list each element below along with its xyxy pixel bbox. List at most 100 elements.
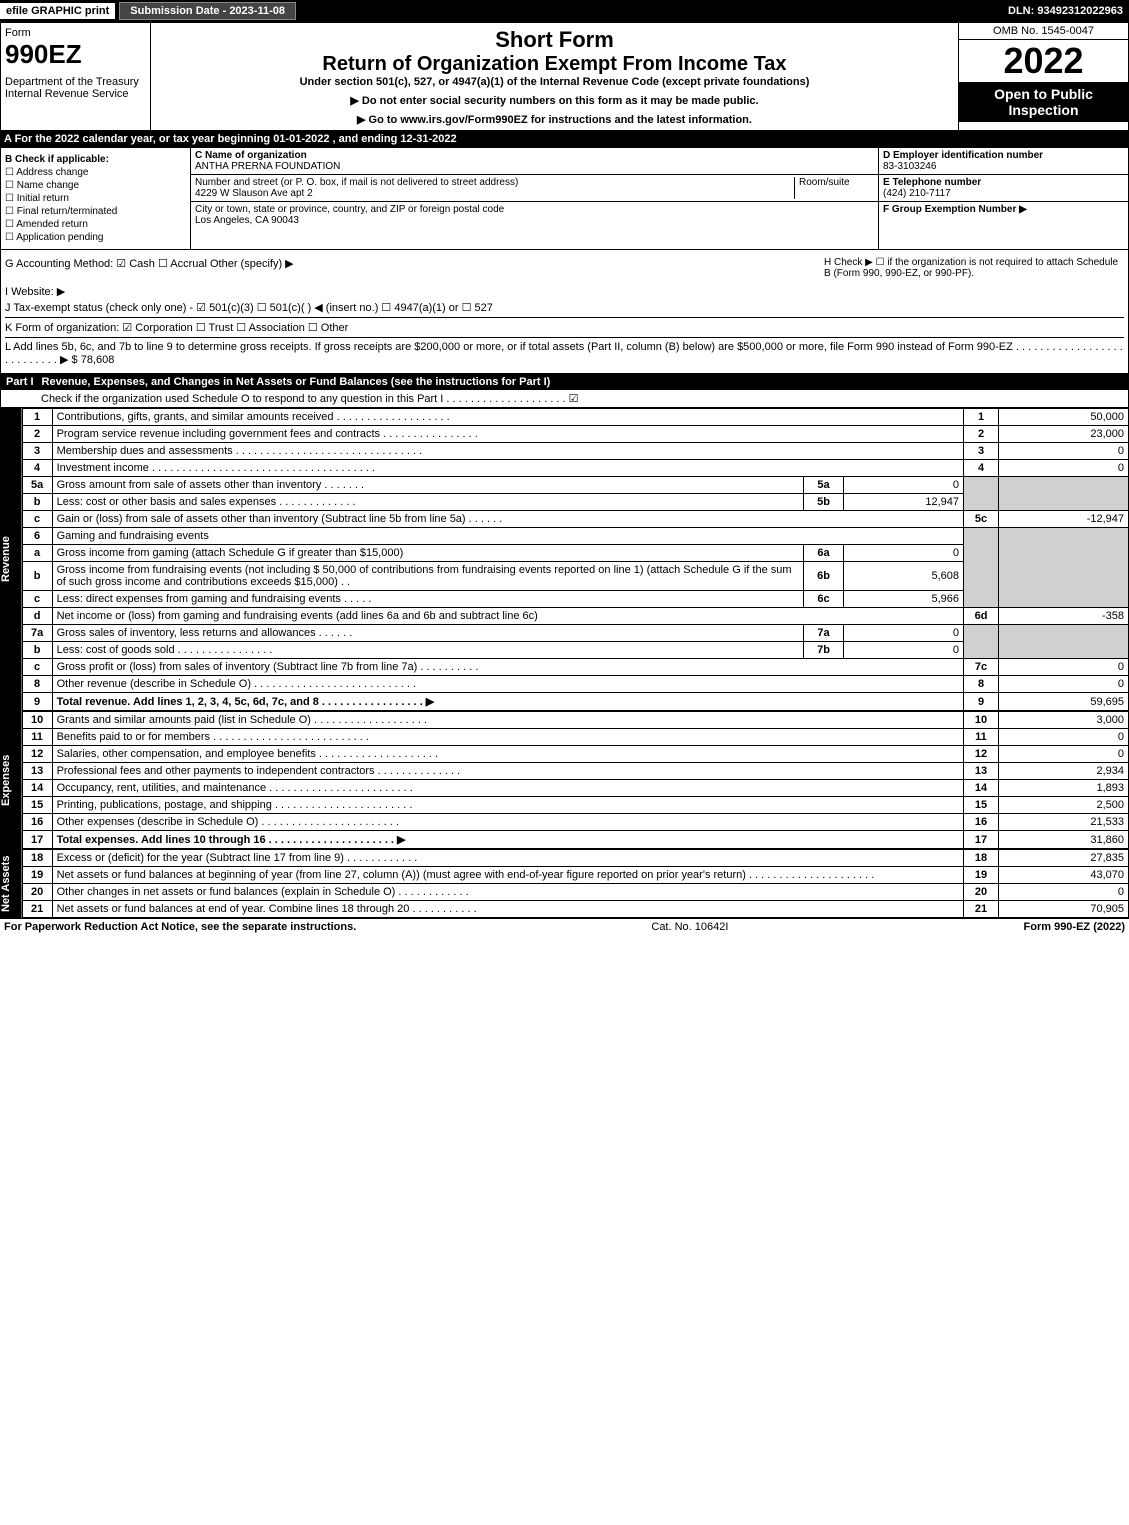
- row-18: 18Excess or (deficit) for the year (Subt…: [22, 850, 1128, 867]
- check-amended-return[interactable]: ☐ Amended return: [5, 219, 186, 230]
- line-g: G Accounting Method: ☑ Cash ☐ Accrual Ot…: [5, 257, 824, 279]
- b-label: B Check if applicable:: [5, 154, 186, 165]
- part-1-title: Revenue, Expenses, and Changes in Net As…: [42, 376, 551, 388]
- row-14: 14Occupancy, rent, utilities, and mainte…: [22, 780, 1128, 797]
- city-row: City or town, state or province, country…: [191, 202, 878, 228]
- form-subtitle: Under section 501(c), 527, or 4947(a)(1)…: [155, 76, 954, 88]
- check-application-pending[interactable]: ☐ Application pending: [5, 232, 186, 243]
- net-assets-table: 18Excess or (deficit) for the year (Subt…: [22, 849, 1129, 918]
- line-l: L Add lines 5b, 6c, and 7b to line 9 to …: [5, 337, 1124, 366]
- tax-year: 2022: [959, 40, 1128, 82]
- row-19: 19Net assets or fund balances at beginni…: [22, 867, 1128, 884]
- revenue-section: Revenue 1Contributions, gifts, grants, a…: [0, 408, 1129, 711]
- phone-value: (424) 210-7117: [883, 188, 1124, 199]
- row-5b: bLess: cost or other basis and sales exp…: [22, 494, 1128, 511]
- row-1: 1Contributions, gifts, grants, and simil…: [22, 409, 1128, 426]
- revenue-label: Revenue: [0, 408, 22, 711]
- info-grid: B Check if applicable: ☐ Address change …: [0, 147, 1129, 250]
- form-header: Form 990EZ Department of the Treasury In…: [0, 22, 1129, 131]
- f-label: F Group Exemption Number ▶: [883, 204, 1124, 215]
- row-7b: bLess: cost of goods sold . . . . . . . …: [22, 642, 1128, 659]
- row-4: 4Investment income . . . . . . . . . . .…: [22, 460, 1128, 477]
- row-6b: bGross income from fundraising events (n…: [22, 562, 1128, 591]
- revenue-table: 1Contributions, gifts, grants, and simil…: [22, 408, 1129, 711]
- part-1-sub: Check if the organization used Schedule …: [0, 390, 1129, 408]
- section-b: B Check if applicable: ☐ Address change …: [1, 148, 191, 249]
- addr-row: Number and street (or P. O. box, if mail…: [191, 175, 878, 202]
- org-name: ANTHA PRERNA FOUNDATION: [195, 161, 874, 172]
- net-assets-label: Net Assets: [0, 849, 22, 918]
- top-bar: efile GRAPHIC print Submission Date - 20…: [0, 0, 1129, 22]
- c-name-label: C Name of organization: [195, 150, 874, 161]
- row-8: 8Other revenue (describe in Schedule O) …: [22, 676, 1128, 693]
- part-1-label: Part I: [6, 376, 34, 388]
- row-13: 13Professional fees and other payments t…: [22, 763, 1128, 780]
- row-5c: cGain or (loss) from sale of assets othe…: [22, 511, 1128, 528]
- note-2[interactable]: ▶ Go to www.irs.gov/Form990EZ for instru…: [155, 113, 954, 126]
- org-name-row: C Name of organization ANTHA PRERNA FOUN…: [191, 148, 878, 175]
- row-20: 20Other changes in net assets or fund ba…: [22, 884, 1128, 901]
- form-label: Form: [5, 27, 146, 39]
- check-initial-return[interactable]: ☐ Initial return: [5, 193, 186, 204]
- section-c: C Name of organization ANTHA PRERNA FOUN…: [191, 148, 878, 249]
- group-exemption-row: F Group Exemption Number ▶: [879, 202, 1128, 217]
- omb-number: OMB No. 1545-0047: [959, 23, 1128, 40]
- row-6a: aGross income from gaming (attach Schedu…: [22, 545, 1128, 562]
- line-j: J Tax-exempt status (check only one) - ☑…: [5, 301, 1124, 314]
- line-h: H Check ▶ ☐ if the organization is not r…: [824, 257, 1124, 279]
- header-mid: Short Form Return of Organization Exempt…: [151, 23, 958, 130]
- dept-label: Department of the Treasury Internal Reve…: [5, 76, 146, 100]
- row-17: 17Total expenses. Add lines 10 through 1…: [22, 831, 1128, 849]
- d-label: D Employer identification number: [883, 150, 1124, 161]
- row-7c: cGross profit or (loss) from sales of in…: [22, 659, 1128, 676]
- row-2: 2Program service revenue including gover…: [22, 426, 1128, 443]
- part-1-header: Part I Revenue, Expenses, and Changes in…: [0, 374, 1129, 390]
- row-3: 3Membership dues and assessments . . . .…: [22, 443, 1128, 460]
- row-21: 21Net assets or fund balances at end of …: [22, 901, 1128, 918]
- row-6c: cLess: direct expenses from gaming and f…: [22, 591, 1128, 608]
- row-16: 16Other expenses (describe in Schedule O…: [22, 814, 1128, 831]
- header-right: OMB No. 1545-0047 2022 Open to Public In…: [958, 23, 1128, 130]
- form-title: Return of Organization Exempt From Incom…: [155, 53, 954, 76]
- row-12: 12Salaries, other compensation, and empl…: [22, 746, 1128, 763]
- header-left: Form 990EZ Department of the Treasury In…: [1, 23, 151, 130]
- footer-right: Form 990-EZ (2022): [1024, 921, 1125, 933]
- short-form-label: Short Form: [155, 27, 954, 53]
- row-10: 10Grants and similar amounts paid (list …: [22, 712, 1128, 729]
- row-15: 15Printing, publications, postage, and s…: [22, 797, 1128, 814]
- phone-row: E Telephone number (424) 210-7117: [879, 175, 1128, 202]
- city-label: City or town, state or province, country…: [195, 204, 874, 215]
- footer-left: For Paperwork Reduction Act Notice, see …: [4, 921, 356, 933]
- e-label: E Telephone number: [883, 177, 1124, 188]
- room-label: Room/suite: [794, 177, 874, 199]
- expenses-label: Expenses: [0, 711, 22, 849]
- net-assets-section: Net Assets 18Excess or (deficit) for the…: [0, 849, 1129, 918]
- check-final-return[interactable]: ☐ Final return/terminated: [5, 206, 186, 217]
- check-address-change[interactable]: ☐ Address change: [5, 167, 186, 178]
- org-address: 4229 W Slauson Ave apt 2: [195, 188, 794, 199]
- submission-date: Submission Date - 2023-11-08: [119, 2, 296, 20]
- ein-row: D Employer identification number 83-3103…: [879, 148, 1128, 175]
- row-9: 9Total revenue. Add lines 1, 2, 3, 4, 5c…: [22, 693, 1128, 711]
- expenses-section: Expenses 10Grants and similar amounts pa…: [0, 711, 1129, 849]
- expenses-table: 10Grants and similar amounts paid (list …: [22, 711, 1129, 849]
- open-to-public: Open to Public Inspection: [959, 82, 1128, 122]
- org-city: Los Angeles, CA 90043: [195, 215, 874, 226]
- row-6d: dNet income or (loss) from gaming and fu…: [22, 608, 1128, 625]
- form-number: 990EZ: [5, 39, 146, 70]
- footer-mid: Cat. No. 10642I: [356, 921, 1023, 933]
- line-k: K Form of organization: ☑ Corporation ☐ …: [5, 317, 1124, 334]
- row-11: 11Benefits paid to or for members . . . …: [22, 729, 1128, 746]
- efile-label: efile GRAPHIC print: [0, 3, 115, 19]
- below-info: G Accounting Method: ☑ Cash ☐ Accrual Ot…: [0, 250, 1129, 374]
- footer: For Paperwork Reduction Act Notice, see …: [0, 918, 1129, 935]
- row-7a: 7aGross sales of inventory, less returns…: [22, 625, 1128, 642]
- section-def: D Employer identification number 83-3103…: [878, 148, 1128, 249]
- section-a: A For the 2022 calendar year, or tax yea…: [0, 131, 1129, 147]
- line-i: I Website: ▶: [5, 285, 1124, 298]
- check-name-change[interactable]: ☐ Name change: [5, 180, 186, 191]
- dln-label: DLN: 93492312022963: [1008, 5, 1129, 17]
- row-6: 6Gaming and fundraising events: [22, 528, 1128, 545]
- ein-value: 83-3103246: [883, 161, 1124, 172]
- addr-label: Number and street (or P. O. box, if mail…: [195, 177, 794, 188]
